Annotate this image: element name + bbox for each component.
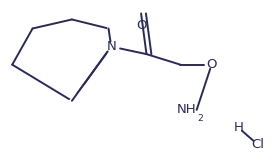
Text: Cl: Cl <box>251 138 264 151</box>
Text: N: N <box>106 40 116 53</box>
Text: O: O <box>206 58 217 71</box>
Text: H: H <box>234 122 244 134</box>
Text: 2: 2 <box>198 114 204 123</box>
Text: NH: NH <box>177 103 197 116</box>
Text: O: O <box>136 19 146 32</box>
